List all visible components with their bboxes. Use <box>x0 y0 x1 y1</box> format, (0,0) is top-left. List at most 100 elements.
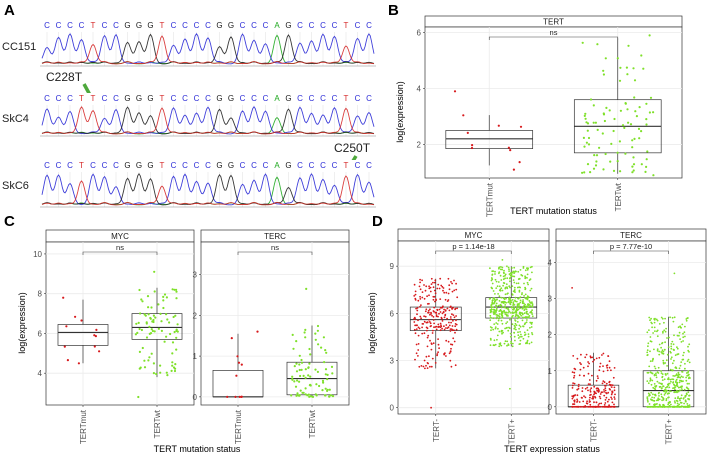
data-point <box>573 405 576 408</box>
data-point <box>308 384 311 387</box>
strip-label-terc-d: TERC <box>620 231 642 240</box>
y-tick-label: 6 <box>38 329 43 338</box>
data-point <box>450 365 453 368</box>
data-point <box>436 353 439 355</box>
data-point <box>633 96 636 99</box>
data-point <box>414 332 417 335</box>
data-point <box>659 382 662 385</box>
data-point <box>524 293 527 296</box>
data-point <box>421 291 424 293</box>
data-point <box>669 405 672 408</box>
data-point <box>518 324 521 327</box>
data-point <box>437 323 440 326</box>
data-point <box>658 398 661 401</box>
data-point <box>521 300 524 303</box>
data-point <box>316 370 319 373</box>
data-point <box>661 352 664 355</box>
data-point <box>653 396 656 399</box>
data-point <box>430 343 433 345</box>
data-point <box>511 293 514 296</box>
data-point <box>329 394 333 397</box>
data-point <box>291 375 294 378</box>
data-point <box>428 321 431 323</box>
data-point <box>656 403 658 405</box>
x-tick-label: TERTmut <box>234 409 243 444</box>
data-point <box>602 380 605 382</box>
data-point <box>504 304 507 306</box>
data-point <box>685 379 688 382</box>
data-point <box>629 123 633 126</box>
data-point <box>601 354 603 356</box>
data-point <box>433 326 435 329</box>
data-point <box>430 406 432 409</box>
data-point <box>428 285 430 288</box>
data-point <box>679 325 681 328</box>
data-point <box>529 305 532 308</box>
data-point <box>587 361 589 363</box>
data-point <box>443 353 446 356</box>
data-point <box>298 394 301 397</box>
data-point <box>581 387 584 389</box>
data-point <box>509 302 511 305</box>
data-point <box>610 384 612 386</box>
data-point <box>603 389 605 391</box>
data-point <box>677 326 680 329</box>
box-TERTwt <box>286 287 338 398</box>
data-point <box>494 278 497 281</box>
data-point <box>450 347 452 350</box>
x-tick-label: TERTwt <box>153 409 162 438</box>
data-point <box>306 394 309 397</box>
mutation-label-c228t: C228T <box>46 70 83 84</box>
data-point <box>506 344 508 347</box>
data-point <box>592 360 594 363</box>
data-point <box>675 380 677 382</box>
data-point <box>613 396 616 398</box>
data-point <box>647 342 650 345</box>
data-point <box>295 362 298 365</box>
data-point <box>657 366 660 369</box>
data-point <box>634 110 637 113</box>
base-call: G <box>136 21 142 30</box>
data-point <box>592 167 596 170</box>
data-point <box>441 327 443 330</box>
data-point <box>500 330 503 333</box>
data-point <box>162 306 165 310</box>
data-point <box>154 316 157 319</box>
data-point <box>492 317 495 320</box>
data-point <box>671 405 673 408</box>
data-point <box>612 376 615 379</box>
data-point <box>612 169 616 172</box>
data-point <box>519 343 522 345</box>
data-point <box>423 320 426 323</box>
data-point <box>416 307 419 309</box>
data-point <box>587 389 589 392</box>
data-point <box>576 357 579 360</box>
box-iqr <box>131 313 183 340</box>
data-point <box>152 362 155 365</box>
data-point <box>238 395 241 398</box>
data-point <box>619 66 622 69</box>
data-point <box>419 281 421 284</box>
data-point <box>673 391 676 393</box>
data-point <box>652 405 655 408</box>
data-point <box>506 287 509 290</box>
data-point <box>527 283 529 286</box>
data-point <box>172 315 175 319</box>
data-point <box>515 310 518 313</box>
data-point <box>138 350 141 353</box>
data-point <box>176 323 179 326</box>
data-point <box>583 374 585 377</box>
data-point <box>290 394 293 397</box>
data-point <box>594 405 596 408</box>
data-point <box>680 326 682 329</box>
base-call: C <box>240 161 246 170</box>
data-point <box>308 395 311 398</box>
base-call: C <box>320 21 326 30</box>
data-point <box>503 306 506 309</box>
data-point <box>646 371 649 374</box>
data-point <box>517 270 520 273</box>
data-point <box>681 323 684 326</box>
data-point <box>506 326 508 329</box>
data-point <box>576 400 579 402</box>
